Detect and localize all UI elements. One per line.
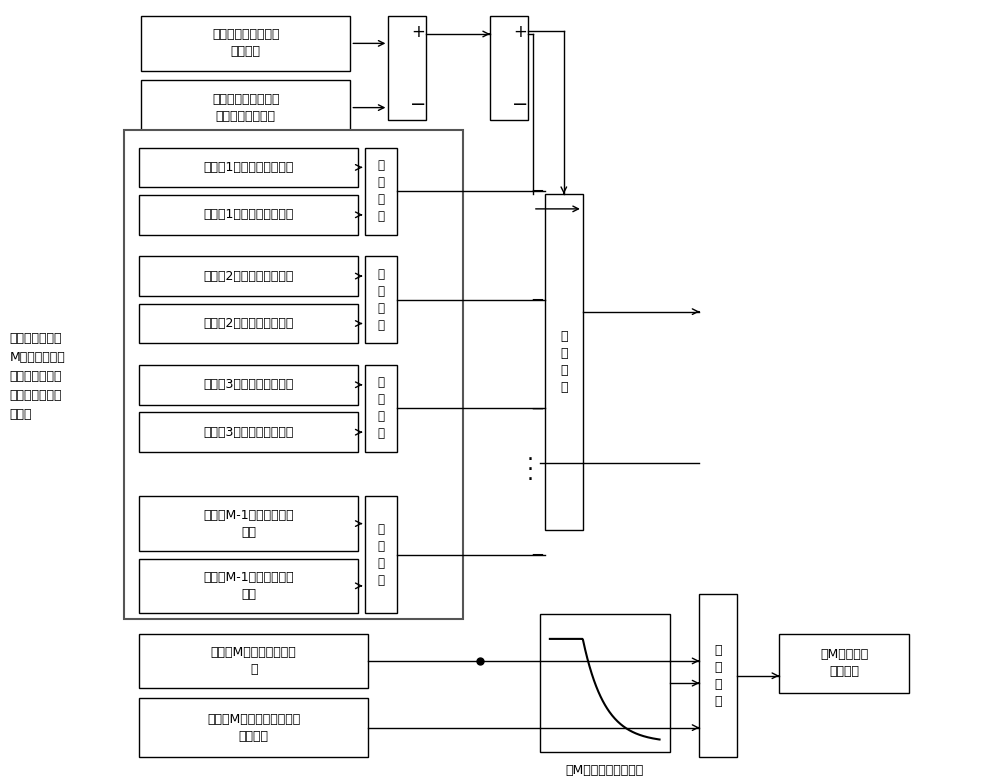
Bar [139,365,358,405]
Text: 获取第M个电机的当前转
速: 获取第M个电机的当前转 速 [211,646,297,676]
Bar [699,594,737,757]
Text: 取
最
小
值: 取 最 小 值 [715,643,722,708]
Bar [124,130,463,619]
Bar [139,559,358,613]
Text: ·: · [526,470,533,489]
Bar [139,195,358,235]
Bar [139,496,358,551]
Bar [139,256,358,296]
Text: −: − [530,545,544,564]
Text: 功
率
换
算: 功 率 换 算 [378,523,385,587]
Text: 计算得到位于第
M个电机的放电
优先级之前的各
个电机的实际输
出功率: 计算得到位于第 M个电机的放电 优先级之前的各 个电机的实际输 出功率 [9,332,65,422]
Bar [141,80,350,135]
Bar [139,634,368,688]
Text: 获取第M个电机的最大允许
放电扭矩: 获取第M个电机的最大允许 放电扭矩 [207,713,300,743]
Text: +: + [513,23,527,41]
Text: −: − [530,291,544,309]
Text: 获取第3个电机的当前扭矩: 获取第3个电机的当前扭矩 [204,426,294,439]
Bar [545,194,583,530]
Text: −: − [530,182,544,200]
Text: 功
率
换
算: 功 率 换 算 [378,268,385,331]
Bar [139,698,368,757]
Text: ·: · [526,450,533,470]
Bar [139,412,358,452]
Text: −: − [530,399,544,418]
Text: 获取第3个电机的当前转速: 获取第3个电机的当前转速 [204,378,294,391]
Bar [779,634,909,693]
Text: 获取第1个电机的当前扭矩: 获取第1个电机的当前扭矩 [204,209,294,221]
Bar [139,148,358,187]
Text: ·: · [526,460,533,480]
Bar [141,16,350,71]
Text: −: − [410,95,426,114]
Bar [388,16,426,120]
Text: 第M个电机外特性曲线: 第M个电机外特性曲线 [566,764,644,776]
Text: 获取第M-1个电机的当前
扭矩: 获取第M-1个电机的当前 扭矩 [203,571,294,601]
Bar [490,16,528,120]
Text: 获取第2个电机的当前扭矩: 获取第2个电机的当前扭矩 [204,317,294,330]
Text: 获取第1个电机的当前转速: 获取第1个电机的当前转速 [204,161,294,174]
Text: +: + [411,23,425,41]
Text: 第M个电机的
放电能力: 第M个电机的 放电能力 [820,648,868,678]
Text: 获取低压负载用电部
件的实际耗电功率: 获取低压负载用电部 件的实际耗电功率 [212,93,279,123]
Text: 功
率
换
算: 功 率 换 算 [378,377,385,440]
Text: 扭
矩
换
算: 扭 矩 换 算 [560,330,568,394]
Bar [540,614,670,752]
Text: 获取第M-1个电机的当前
转速: 获取第M-1个电机的当前 转速 [203,509,294,538]
Text: 获取动力电池的剩余
放电功率: 获取动力电池的剩余 放电功率 [212,28,279,58]
Text: −: − [512,95,528,114]
Bar [365,256,397,343]
Bar [139,303,358,343]
Bar [365,365,397,452]
Text: 功
率
换
算: 功 率 换 算 [378,159,385,223]
Bar [365,496,397,613]
Text: 获取第2个电机的当前转速: 获取第2个电机的当前转速 [204,269,294,282]
Bar [365,148,397,235]
